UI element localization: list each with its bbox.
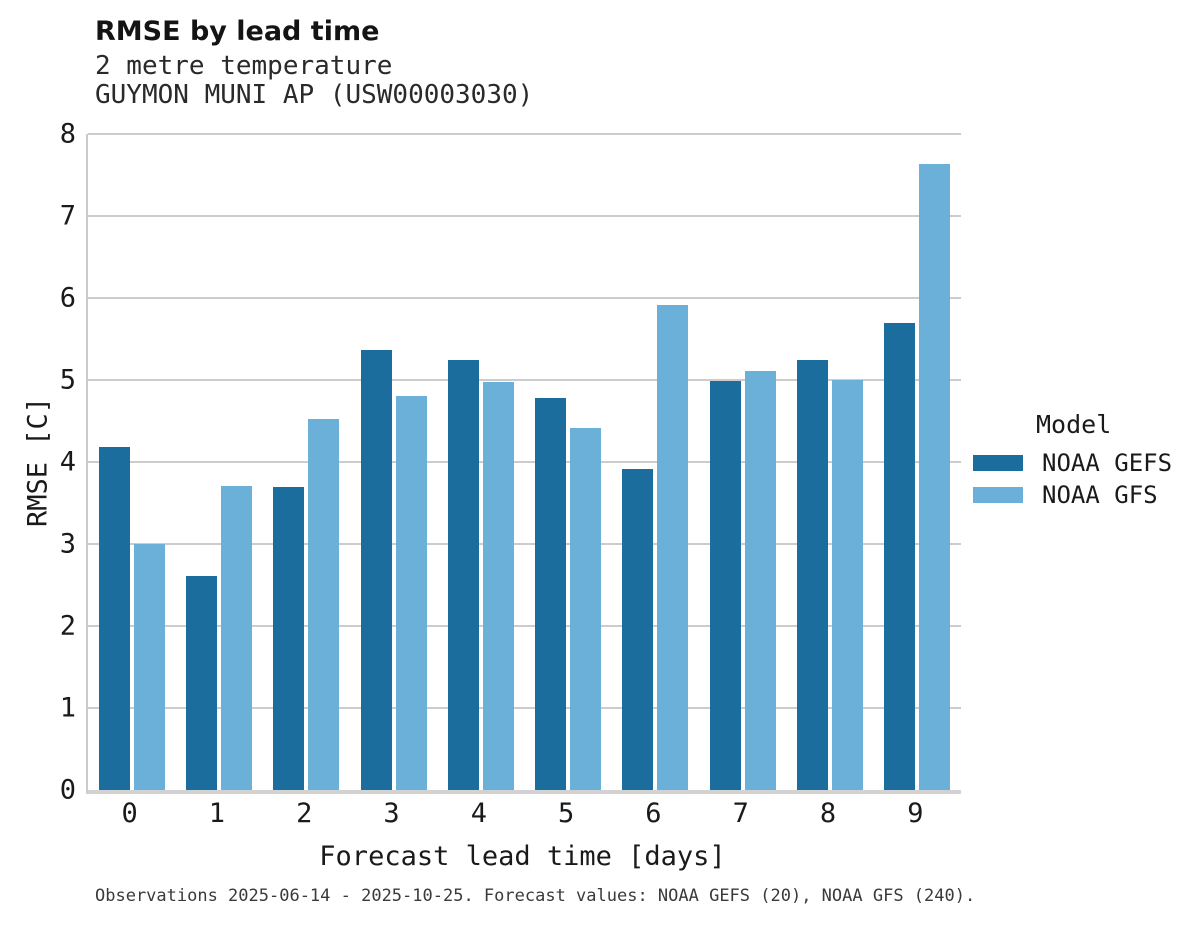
bar-noaa-gefs-lead-6 <box>622 469 654 790</box>
y-tick-label-1: 1 <box>59 692 76 724</box>
y-axis-tick-labels: 0 1 2 3 4 5 6 7 8 <box>0 121 76 804</box>
chart-title: RMSE by lead time <box>95 16 380 47</box>
x-tick-label-3: 3 <box>383 798 400 829</box>
y-tick-label-4: 4 <box>59 446 76 478</box>
x-tick-label-5: 5 <box>558 798 575 829</box>
chart-station-subtitle: GUYMON MUNI AP (USW00003030) <box>95 80 534 110</box>
legend-swatch-noaa-gefs <box>973 455 1023 471</box>
gridline-y-8 <box>88 133 961 135</box>
bar-noaa-gefs-lead-3 <box>360 349 392 790</box>
bar-noaa-gfs-lead-5 <box>570 428 602 790</box>
bar-noaa-gefs-lead-5 <box>535 398 567 790</box>
bar-noaa-gefs-lead-2 <box>273 486 305 790</box>
x-tick-label-8: 8 <box>819 798 837 829</box>
gridline-y-5 <box>88 379 961 381</box>
bar-noaa-gefs-lead-9 <box>884 323 916 790</box>
bar-noaa-gfs-lead-0 <box>133 544 165 790</box>
plot-area <box>86 133 961 794</box>
bar-noaa-gefs-lead-8 <box>797 360 829 790</box>
gridline-y-4 <box>88 461 961 463</box>
bar-noaa-gfs-lead-7 <box>744 370 776 790</box>
gridline-y-2 <box>88 625 961 627</box>
bar-noaa-gefs-lead-4 <box>447 360 479 790</box>
gridline-y-1 <box>88 707 961 709</box>
bar-group-lead-1 <box>175 134 262 790</box>
gridline-y-6 <box>88 297 961 299</box>
bar-noaa-gfs-lead-8 <box>832 380 864 790</box>
bar-noaa-gfs-lead-1 <box>220 485 252 790</box>
y-tick-label-2: 2 <box>59 610 76 642</box>
gridline-y-3 <box>88 543 961 545</box>
bar-noaa-gfs-lead-6 <box>657 304 689 790</box>
legend-swatch-noaa-gfs <box>973 487 1023 503</box>
x-tick-label-7: 7 <box>732 798 749 829</box>
bar-group-lead-7 <box>699 134 786 790</box>
x-axis-title: Forecast lead time [days] <box>319 841 726 872</box>
bar-noaa-gfs-lead-4 <box>482 381 514 790</box>
x-tick-label-9: 9 <box>907 798 924 829</box>
bar-group-lead-3 <box>350 134 437 790</box>
x-tick-label-6: 6 <box>645 798 662 829</box>
bar-noaa-gefs-lead-1 <box>185 575 217 790</box>
footer-note: Observations 2025-06-14 - 2025-10-25. Fo… <box>95 886 976 906</box>
bar-group-lead-4 <box>437 134 524 790</box>
bar-group-lead-0 <box>88 134 175 790</box>
bar-noaa-gfs-lead-2 <box>308 418 340 790</box>
y-axis-title: RMSE [C] <box>22 396 54 528</box>
bar-noaa-gefs-lead-7 <box>709 380 741 790</box>
y-tick-label-3: 3 <box>59 528 76 560</box>
bar-group-lead-6 <box>612 134 699 790</box>
bar-group-lead-9 <box>874 134 961 790</box>
x-tick-label-0: 0 <box>121 798 138 829</box>
bar-noaa-gefs-lead-0 <box>98 447 130 790</box>
x-tick-label-1: 1 <box>208 798 226 829</box>
y-tick-label-0: 0 <box>59 774 76 806</box>
x-tick-label-2: 2 <box>296 798 313 829</box>
legend-label-noaa-gfs: NOAA GFS <box>1042 481 1158 509</box>
gridline-y-7 <box>88 215 961 217</box>
chart-subtitle: 2 metre temperature <box>95 51 393 81</box>
y-tick-label-7: 7 <box>59 200 76 232</box>
x-axis-tick-labels: 0 1 2 3 4 5 6 7 8 9 <box>86 798 959 830</box>
legend: NOAA GEFS NOAA GFS <box>973 451 1172 507</box>
y-tick-label-6: 6 <box>59 282 76 314</box>
legend-entry-noaa-gfs: NOAA GFS <box>973 483 1172 507</box>
bar-noaa-gfs-lead-9 <box>919 163 951 790</box>
legend-label-noaa-gefs: NOAA GEFS <box>1042 449 1173 477</box>
bar-group-lead-8 <box>786 134 873 790</box>
x-tick-label-4: 4 <box>470 798 487 829</box>
legend-title: Model <box>1036 410 1112 439</box>
bar-group-lead-5 <box>524 134 611 790</box>
bar-group-lead-2 <box>263 134 350 790</box>
y-tick-label-5: 5 <box>59 364 76 396</box>
bar-noaa-gfs-lead-3 <box>395 395 427 790</box>
legend-entry-noaa-gefs: NOAA GEFS <box>973 451 1172 475</box>
y-tick-label-8: 8 <box>59 118 76 150</box>
